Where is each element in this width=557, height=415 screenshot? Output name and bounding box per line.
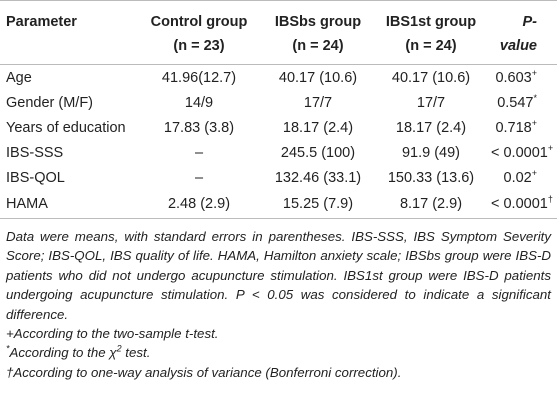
table-cell: 40.17 (10.6) [391, 69, 471, 86]
footnote: *According to the χ2 test. [6, 343, 551, 362]
table-cell: – [194, 144, 204, 161]
header-text: (n = 24) [405, 38, 457, 54]
footnote-mark: † [547, 194, 553, 205]
footnote-text: test. [121, 345, 151, 361]
table-cell: – [194, 169, 204, 186]
table-cell: Years of education [6, 119, 126, 136]
footnote-text: †According to one-way analysis of varian… [6, 364, 402, 380]
header-text: Parameter [6, 14, 77, 30]
table-row: Gender (M/F) 14/9 17/7 17/7 0.547* [0, 90, 557, 115]
table-cell: 0.547* [487, 90, 557, 115]
p-value: 0.547 [497, 94, 534, 111]
footnote-text: According to the χ [9, 345, 117, 361]
data-table: Parameter Control group (n = 23) IBSbs grou… [0, 0, 557, 219]
table-cell: < 0.0001† [487, 190, 557, 219]
superscript: 2 [116, 344, 122, 355]
table-row: Age 41.96(12.7) 40.17 (10.6) 40.17 (10.6) 0.… [0, 65, 557, 91]
table-cell: 245.5 (100) [280, 144, 356, 161]
header-cell: IBSbs group (n = 24) [261, 0, 375, 65]
table-cell: 0.603+ [487, 65, 557, 91]
header-text: IBSbs group [274, 14, 362, 30]
header-text: (n = 24) [292, 38, 344, 54]
table-cell: HAMA [0, 190, 137, 219]
header-text: P-value [499, 14, 537, 54]
superscript: * [6, 344, 10, 355]
table-cell: 17/7 [303, 94, 333, 111]
table-row: HAMA 2.48 (2.9) 15.25 (7.9) 8.17 (2.9) < 0.0… [0, 190, 557, 219]
footnote-text: +According to the two-sample t-test. [6, 326, 219, 342]
table-cell: 17/7 [416, 94, 446, 111]
table-cell: < 0.0001+ [487, 140, 557, 165]
table-cell: 0.718+ [487, 115, 557, 140]
footnote: †According to one-way analysis of varian… [6, 363, 551, 382]
table-cell: 18.17 (2.4) [395, 119, 467, 136]
table-cell: 40.17 (10.6) [278, 69, 358, 86]
p-value: 0.718 [495, 119, 532, 136]
footnote: +According to the two-sample t-test. [6, 324, 551, 343]
table-body: Age 41.96(12.7) 40.17 (10.6) 40.17 (10.6) 0.… [0, 65, 557, 219]
header-cell: Control group (n = 23) [137, 0, 261, 65]
header-cell: P-value [487, 0, 557, 65]
header-text: IBS1st group [385, 14, 477, 30]
table-cell: Age [6, 69, 32, 86]
footnote-mark: * [533, 92, 537, 103]
table-cell: 41.96(12.7) [161, 69, 237, 86]
table-cell: Gender (M/F) [6, 94, 94, 111]
p-value: < 0.0001 [491, 144, 548, 161]
footnote-mark: + [531, 67, 537, 78]
header-cell: Parameter [0, 0, 137, 65]
table-cell: 8.17 (2.9) [375, 190, 487, 219]
table-cell: 14/9 [184, 94, 214, 111]
footnote: Data were means, with standard errors in… [6, 227, 551, 324]
footnote-mark: + [531, 117, 537, 128]
header-row: Parameter Control group (n = 23) IBSbs grou… [0, 0, 557, 65]
footnote-mark: + [531, 167, 537, 178]
table-row: IBS-QOL – 132.46 (33.1) 150.33 (13.6) 0.02+ [0, 165, 557, 190]
p-value: 0.02 [503, 169, 532, 186]
table-cell: 91.9 (49) [401, 144, 461, 161]
header-cell: IBS1st group (n = 24) [375, 0, 487, 65]
table-row: IBS-SSS – 245.5 (100) 91.9 (49) < 0.0001+ [0, 140, 557, 165]
table-cell: 150.33 (13.6) [387, 169, 475, 186]
p-value: 0.603 [495, 69, 532, 86]
table-cell: 2.48 (2.9) [137, 190, 261, 219]
table-cell: IBS-QOL [6, 169, 65, 186]
p-value: < 0.0001 [491, 196, 548, 212]
table-row: Years of education 17.83 (3.8) 18.17 (2.4)… [0, 115, 557, 140]
table-cell: 18.17 (2.4) [282, 119, 354, 136]
table-cell: 15.25 (7.9) [261, 190, 375, 219]
table-cell: 132.46 (33.1) [274, 169, 362, 186]
table-cell: IBS-SSS [6, 144, 64, 161]
footnote-text: Data were means, with standard errors in… [6, 229, 551, 322]
table-cell: 0.02+ [487, 165, 557, 190]
footnotes: Data were means, with standard errors in… [0, 219, 557, 382]
footnote-mark: + [547, 142, 554, 153]
table-cell: 17.83 (3.8) [163, 119, 235, 136]
header-text: Control group [150, 14, 248, 30]
header-text: (n = 23) [173, 38, 225, 54]
